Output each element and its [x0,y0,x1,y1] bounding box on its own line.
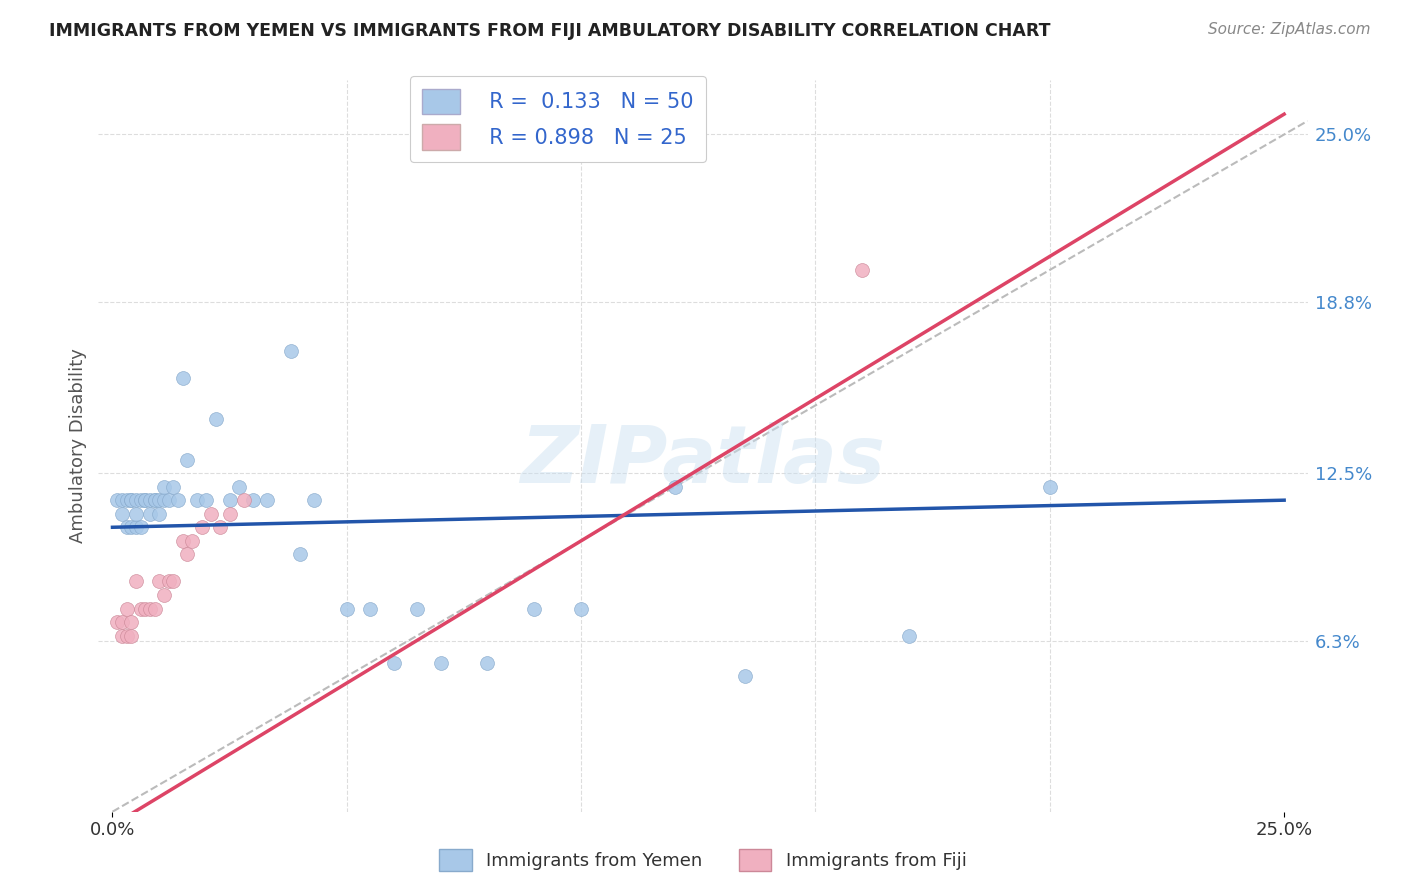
Point [190,520,212,534]
Point [734,669,756,683]
Point [153,480,176,494]
Point [125,507,148,521]
Point [167,493,190,508]
Point [105,615,128,629]
Point [143,601,166,615]
Point [148,493,170,508]
Point [218,507,240,521]
Point [256,493,278,508]
Point [209,520,232,534]
Point [120,493,142,508]
Point [115,601,138,615]
Point [129,493,152,508]
Point [115,520,138,534]
Point [200,507,222,521]
Point [664,480,686,494]
Point [125,574,148,589]
Point [280,344,302,359]
Legend:   R =  0.133   N = 50,   R = 0.898   N = 25: R = 0.133 N = 50, R = 0.898 N = 25 [409,76,706,162]
Point [120,520,142,534]
Point [302,493,325,508]
Point [157,574,180,589]
Point [477,656,499,670]
Point [195,493,218,508]
Point [336,601,359,615]
Point [172,371,194,385]
Point [181,533,204,548]
Point [134,493,156,508]
Point [139,601,162,615]
Point [139,507,162,521]
Point [218,493,240,508]
Point [176,452,198,467]
Point [143,493,166,508]
Point [157,493,180,508]
Point [120,615,142,629]
Point [382,656,405,670]
Point [139,493,162,508]
Text: ZIPatlas: ZIPatlas [520,422,886,500]
Point [115,493,138,508]
Point [125,520,148,534]
Point [134,601,156,615]
Point [129,601,152,615]
Point [120,629,142,643]
Point [162,480,184,494]
Point [204,412,226,426]
Point [111,629,134,643]
Point [111,507,134,521]
Point [898,629,921,643]
Point [162,574,184,589]
Point [111,493,134,508]
Legend: Immigrants from Yemen, Immigrants from Fiji: Immigrants from Yemen, Immigrants from F… [432,842,974,879]
Point [148,507,170,521]
Point [143,493,166,508]
Point [172,533,194,548]
Point [242,493,264,508]
Point [569,601,592,615]
Point [851,263,873,277]
Point [115,629,138,643]
Text: IMMIGRANTS FROM YEMEN VS IMMIGRANTS FROM FIJI AMBULATORY DISABILITY CORRELATION : IMMIGRANTS FROM YEMEN VS IMMIGRANTS FROM… [49,22,1050,40]
Y-axis label: Ambulatory Disability: Ambulatory Disability [69,349,87,543]
Text: Source: ZipAtlas.com: Source: ZipAtlas.com [1208,22,1371,37]
Point [232,493,254,508]
Point [153,493,176,508]
Point [125,493,148,508]
Point [148,574,170,589]
Point [228,480,250,494]
Point [134,493,156,508]
Point [120,493,142,508]
Point [111,615,134,629]
Point [523,601,546,615]
Point [406,601,429,615]
Point [359,601,381,615]
Point [153,588,176,602]
Point [1039,480,1062,494]
Point [105,493,128,508]
Point [129,520,152,534]
Point [288,547,311,561]
Point [176,547,198,561]
Point [429,656,451,670]
Point [186,493,208,508]
